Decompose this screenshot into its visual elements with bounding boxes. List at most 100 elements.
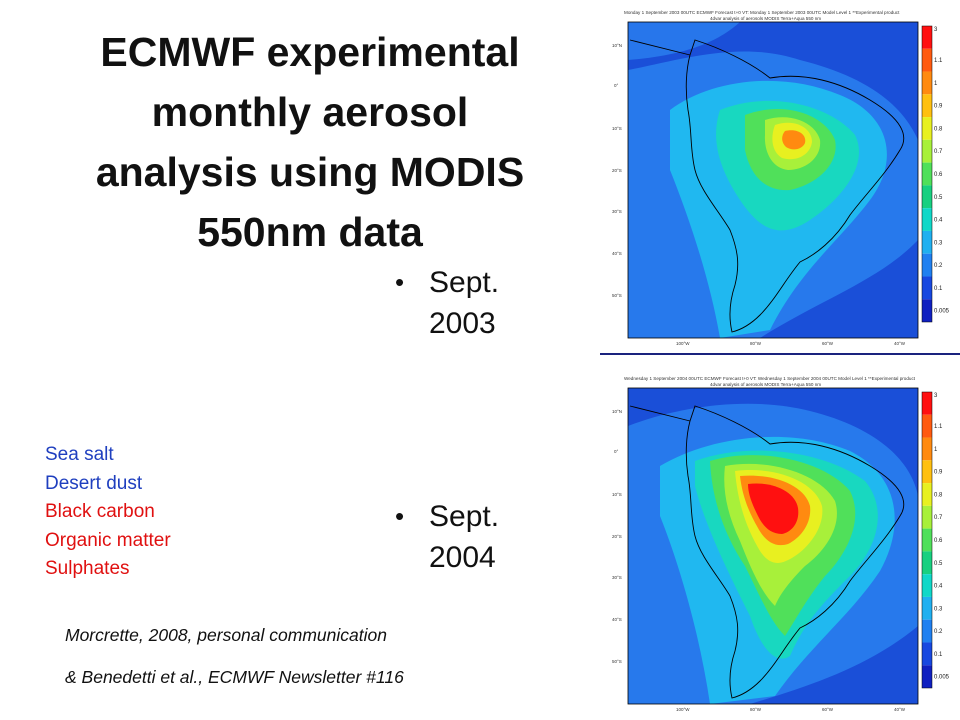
lat-label: 50°S bbox=[612, 659, 622, 664]
colorbar-tick-label: 0.1 bbox=[934, 652, 943, 658]
colorbar-tick-label: 0.7 bbox=[934, 515, 943, 521]
colorbar-swatch bbox=[922, 574, 932, 597]
legend-item-sulphates: Sulphates bbox=[45, 558, 130, 579]
colorbar-tick-label: 0.7 bbox=[934, 149, 943, 155]
colorbar-tick-label: 0.5 bbox=[934, 195, 943, 201]
colorbar-tick-label: 0.005 bbox=[934, 309, 950, 315]
lat-label: 0° bbox=[614, 449, 619, 454]
colorbar-swatch bbox=[922, 71, 932, 95]
colorbar-tick-label: 0.9 bbox=[934, 104, 943, 110]
colorbar-swatch bbox=[922, 505, 932, 529]
lat-label: 10°N bbox=[612, 409, 622, 414]
colorbar-tick-label: 0.6 bbox=[934, 172, 943, 178]
lon-label: 60°W bbox=[822, 341, 834, 346]
lat-label: 40°S bbox=[612, 251, 622, 256]
panel-divider bbox=[600, 353, 960, 355]
lat-label: 10°S bbox=[612, 126, 622, 131]
colorbar-tick-label: 0.4 bbox=[934, 584, 943, 590]
colorbar-tick-label: 3 bbox=[934, 393, 938, 399]
legend-item-desert-dust: Desert dust bbox=[45, 472, 143, 494]
colorbar-swatch bbox=[922, 619, 932, 643]
colorbar: 3 1.1 1 0.9 0.8 0.7 0.6 0.5 0.4 0.3 0.2 0.1 0.005 bbox=[921, 391, 950, 689]
title-line: ECMWF experimental bbox=[100, 29, 520, 75]
colorbar-swatch bbox=[922, 642, 932, 666]
colorbar-tick-label: 1.1 bbox=[934, 58, 943, 64]
colorbar-swatch bbox=[922, 551, 932, 575]
colorbar-tick-label: 0.8 bbox=[934, 492, 943, 498]
colorbar-tick-label: 1 bbox=[934, 447, 938, 453]
colorbar-swatch bbox=[922, 528, 932, 552]
colorbar-swatch bbox=[922, 139, 932, 163]
bullet-line: 2003 bbox=[429, 307, 496, 340]
aerosol-map-2003: Monday 1 September 2003 00UTC ECMWF Fore… bbox=[600, 0, 960, 352]
colorbar-tick-label: 0.3 bbox=[934, 240, 943, 246]
lat-label: 20°S bbox=[612, 534, 622, 539]
lat-label: 10°S bbox=[612, 492, 622, 497]
colorbar-swatch bbox=[922, 665, 932, 688]
colorbar-swatch bbox=[922, 94, 932, 118]
lon-label: 100°W bbox=[676, 341, 690, 346]
lat-label: 40°S bbox=[612, 617, 622, 622]
colorbar-swatch bbox=[922, 230, 932, 254]
aerosol-map-2004: Wednesday 1 September 2004 00UTC ECMWF F… bbox=[600, 366, 960, 718]
colorbar-tick-label: 0.1 bbox=[934, 286, 943, 292]
colorbar-swatch bbox=[922, 48, 932, 72]
title-line: monthly aerosol bbox=[151, 89, 469, 135]
map-subheader: 4dvar analysis of aerosols MODIS Terra+A… bbox=[710, 382, 821, 387]
bullet-line: 2004 bbox=[429, 541, 496, 574]
colorbar-frame bbox=[921, 25, 933, 323]
colorbar: 3 1.1 1 0.9 0.8 0.7 0.6 0.5 0.4 0.3 0.2 0.1 0.005 bbox=[921, 25, 950, 323]
colorbar-tick-label: 0.2 bbox=[934, 629, 943, 635]
legend-item-black-carbon: Black carbon bbox=[45, 501, 155, 522]
lat-label: 30°S bbox=[612, 575, 622, 580]
citation-line-1: Morcrette, 2008, personal communication bbox=[65, 625, 387, 645]
colorbar-swatch bbox=[922, 414, 932, 438]
slide-title: ECMWF experimental monthly aerosol analy… bbox=[40, 22, 580, 262]
bullet-line: Sept. bbox=[429, 266, 500, 299]
colorbar-tick-label: 0.4 bbox=[934, 218, 943, 224]
lat-label: 20°S bbox=[612, 168, 622, 173]
colorbar-swatch bbox=[922, 253, 932, 277]
colorbar-swatch bbox=[922, 162, 932, 186]
map-subheader: 4dvar analysis of aerosols MODIS Terra+A… bbox=[710, 16, 821, 21]
lon-label: 60°W bbox=[822, 707, 834, 712]
colorbar-swatch bbox=[922, 299, 932, 322]
legend-item-organic-matter: Organic matter bbox=[45, 529, 171, 551]
colorbar-swatch bbox=[922, 117, 932, 140]
citation-line-2: & Benedetti et al., ECMWF Newsletter #11… bbox=[65, 667, 404, 687]
colorbar-swatch bbox=[922, 596, 932, 620]
aerosol-type-legend: Sea salt Desert dust Black carbon Organi… bbox=[45, 441, 171, 584]
lon-label: 100°W bbox=[676, 707, 690, 712]
colorbar-tick-label: 1.1 bbox=[934, 424, 943, 430]
colorbar-swatch bbox=[922, 437, 932, 461]
lon-label: 80°W bbox=[750, 341, 762, 346]
colorbar-tick-label: 0.6 bbox=[934, 538, 943, 544]
colorbar-swatch bbox=[922, 276, 932, 300]
colorbar-tick-label: 0.8 bbox=[934, 126, 943, 132]
lat-label: 30°S bbox=[612, 209, 622, 214]
colorbar-tick-label: 0.5 bbox=[934, 561, 943, 567]
lat-label: 10°N bbox=[612, 43, 622, 48]
bullet-dot-icon: • bbox=[395, 267, 405, 297]
map-header: Wednesday 1 September 2004 00UTC ECMWF F… bbox=[624, 376, 916, 381]
lon-label: 40°W bbox=[894, 707, 906, 712]
map-header: Monday 1 September 2003 00UTC ECMWF Fore… bbox=[624, 10, 900, 15]
legend-item-sea-salt: Sea salt bbox=[45, 444, 114, 465]
bullet-line: Sept. bbox=[429, 500, 500, 533]
lat-label: 0° bbox=[614, 83, 619, 88]
colorbar-swatch bbox=[922, 26, 932, 49]
title-line: 550nm data bbox=[197, 209, 423, 255]
bullet-dot-icon: • bbox=[395, 501, 405, 531]
colorbar-swatch bbox=[922, 392, 932, 415]
colorbar-tick-label: 0.9 bbox=[934, 470, 943, 476]
lon-label: 40°W bbox=[894, 341, 906, 346]
colorbar-tick-label: 0.2 bbox=[934, 263, 943, 269]
colorbar-tick-label: 1 bbox=[934, 81, 938, 87]
colorbar-tick-label: 0.3 bbox=[934, 606, 943, 612]
lon-label: 80°W bbox=[750, 707, 762, 712]
colorbar-swatch bbox=[922, 208, 932, 231]
colorbar-tick-label: 0.005 bbox=[934, 675, 950, 681]
colorbar-tick-label: 3 bbox=[934, 27, 938, 33]
lat-label: 50°S bbox=[612, 293, 622, 298]
title-line: analysis using MODIS bbox=[95, 149, 525, 195]
